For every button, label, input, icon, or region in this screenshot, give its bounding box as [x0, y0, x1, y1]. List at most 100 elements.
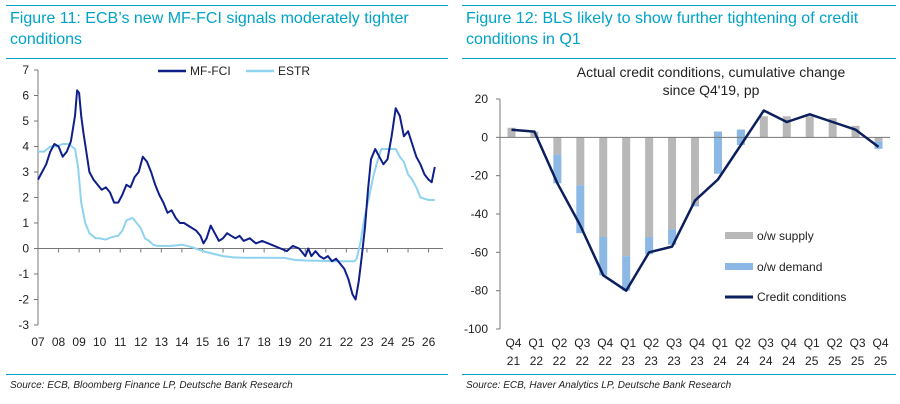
- x-tick-label-year: 23: [644, 354, 658, 368]
- mf-fci-series-line: [37, 89, 436, 301]
- x-tick-label-quarter: Q4: [781, 336, 797, 350]
- x-tick-label: 17: [237, 335, 251, 349]
- y-tick-label: 2: [22, 191, 29, 205]
- legend-mf-fci-label: MF-FCI: [190, 64, 231, 78]
- x-tick-label-year: 23: [690, 354, 704, 368]
- x-tick-label: 10: [93, 335, 107, 349]
- supply-bar: [828, 118, 837, 138]
- x-tick-label: 16: [216, 335, 230, 349]
- legend-demand-swatch: [725, 263, 753, 270]
- y-tick-label: 1: [22, 216, 29, 230]
- title-top-rule: [6, 5, 448, 6]
- x-tick-label: 19: [278, 335, 292, 349]
- right-figure-panel: Figure 12: BLS likely to show further ti…: [456, 0, 900, 404]
- x-tick-label-quarter: Q1: [804, 336, 820, 350]
- x-tick-label-year: 24: [759, 354, 773, 368]
- x-tick-label-year: 24: [713, 354, 727, 368]
- supply-bar: [759, 116, 768, 138]
- y-tick-label: 4: [22, 140, 29, 154]
- y-tick-label: 0: [481, 130, 488, 144]
- supply-bar: [645, 137, 654, 237]
- supply-bar: [782, 116, 791, 138]
- estr-series-line: [38, 143, 435, 263]
- figure-12-source: Source: ECB, Haver Analytics LP, Deutsch…: [466, 380, 732, 391]
- x-tick-label-year: 25: [805, 354, 819, 368]
- x-tick-label: 20: [299, 335, 313, 349]
- y-tick-label: 5: [22, 114, 29, 128]
- supply-bar: [599, 137, 608, 237]
- supply-bar: [507, 127, 516, 138]
- y-tick-label: 0: [22, 242, 29, 256]
- title-top-rule: [462, 5, 896, 6]
- x-tick-label: 21: [319, 335, 333, 349]
- x-tick-label-year: 24: [782, 354, 796, 368]
- x-tick-label-quarter: Q1: [712, 336, 728, 350]
- demand-bar: [576, 185, 585, 234]
- x-tick-label-year: 24: [736, 354, 750, 368]
- y-tick-label: -3: [18, 318, 29, 332]
- demand-bar: [668, 229, 677, 245]
- x-tick-label: 15: [196, 335, 210, 349]
- legend-credit-label: Credit conditions: [757, 290, 846, 304]
- x-tick-label: 09: [72, 335, 86, 349]
- x-tick-label-quarter: Q4: [505, 336, 521, 350]
- x-tick-label: 22: [340, 335, 354, 349]
- supply-bar: [668, 137, 677, 230]
- y-tick-label: -1: [18, 267, 29, 281]
- x-tick-label-quarter: Q2: [827, 336, 843, 350]
- x-tick-label-year: 23: [667, 354, 681, 368]
- y-tick-label: 7: [22, 63, 29, 77]
- y-tick-label: -2: [18, 293, 29, 307]
- x-tick-label-quarter: Q3: [574, 336, 590, 350]
- x-tick-label-year: 22: [599, 354, 613, 368]
- demand-bar: [713, 131, 722, 174]
- x-tick-label: 08: [52, 335, 66, 349]
- y-tick-label: -40: [471, 207, 489, 221]
- y-tick-label: -100: [464, 322, 488, 336]
- x-tick-label-year: 21: [507, 354, 521, 368]
- y-tick-label: 6: [22, 89, 29, 103]
- x-tick-label-quarter: Q2: [551, 336, 567, 350]
- supply-bar: [805, 116, 814, 138]
- x-tick-label: 07: [31, 335, 45, 349]
- legend-supply-label: o/w supply: [757, 229, 814, 243]
- x-tick-label-year: 22: [553, 354, 567, 368]
- source-rule: [462, 374, 896, 375]
- supply-bar: [851, 125, 860, 138]
- x-tick-label-year: 23: [621, 354, 635, 368]
- title-bottom-rule: [6, 58, 448, 59]
- x-tick-label-quarter: Q2: [643, 336, 659, 350]
- demand-bar: [645, 237, 654, 255]
- x-tick-label: 14: [175, 335, 189, 349]
- x-tick-label-year: 25: [874, 354, 888, 368]
- x-tick-label: 25: [401, 335, 415, 349]
- supply-bar: [576, 137, 585, 186]
- chart-title-line-2: since Q4'19, pp: [663, 82, 760, 98]
- demand-bar: [874, 141, 883, 149]
- x-tick-label-year: 22: [530, 354, 544, 368]
- figure-11-source: Source: ECB, Bloomberg Finance LP, Deuts…: [10, 380, 293, 391]
- figure-11-title: Figure 11: ECB’s new MF-FCI signals mode…: [10, 10, 409, 48]
- demand-bar: [553, 154, 562, 184]
- x-tick-label: 18: [257, 335, 271, 349]
- x-tick-label: 26: [422, 335, 436, 349]
- x-tick-label: 24: [381, 335, 395, 349]
- x-tick-label-quarter: Q4: [873, 336, 889, 350]
- supply-bar: [553, 137, 562, 155]
- x-tick-label-quarter: Q3: [850, 336, 866, 350]
- x-tick-label-year: 22: [576, 354, 590, 368]
- supply-bar: [691, 137, 699, 205]
- title-bottom-rule: [462, 58, 896, 59]
- x-tick-label-year: 25: [851, 354, 865, 368]
- x-tick-label-quarter: Q1: [528, 336, 544, 350]
- credit-conditions-bar-chart: Actual credit conditions, cumulative cha…: [464, 64, 890, 368]
- y-tick-label: -80: [471, 284, 489, 298]
- y-tick-label: 3: [22, 165, 29, 179]
- legend-demand-label: o/w demand: [757, 260, 822, 274]
- y-tick-label: -60: [471, 245, 489, 259]
- x-tick-label-quarter: Q4: [689, 336, 705, 350]
- x-tick-label: 23: [360, 335, 374, 349]
- x-tick-label: 13: [155, 335, 169, 349]
- x-tick-label-quarter: Q2: [735, 336, 751, 350]
